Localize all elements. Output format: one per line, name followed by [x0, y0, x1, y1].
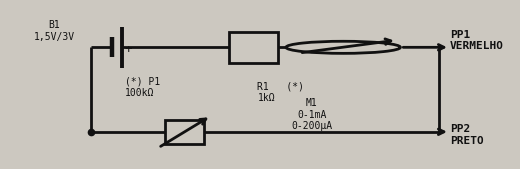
Text: PP1
VERMELHO: PP1 VERMELHO — [450, 30, 504, 51]
Ellipse shape — [286, 41, 400, 53]
Bar — [229, 32, 278, 63]
Text: (*) P1
100kΩ: (*) P1 100kΩ — [125, 76, 160, 98]
Text: R1   (*)
1kΩ: R1 (*) 1kΩ — [257, 81, 304, 103]
Text: PP2
PRETO: PP2 PRETO — [450, 124, 484, 146]
Text: +: + — [125, 43, 132, 55]
Bar — [165, 120, 204, 144]
Text: M1
0-1mA
0-200μA: M1 0-1mA 0-200μA — [291, 98, 333, 131]
Text: B1
1,5V/3V: B1 1,5V/3V — [34, 20, 75, 42]
